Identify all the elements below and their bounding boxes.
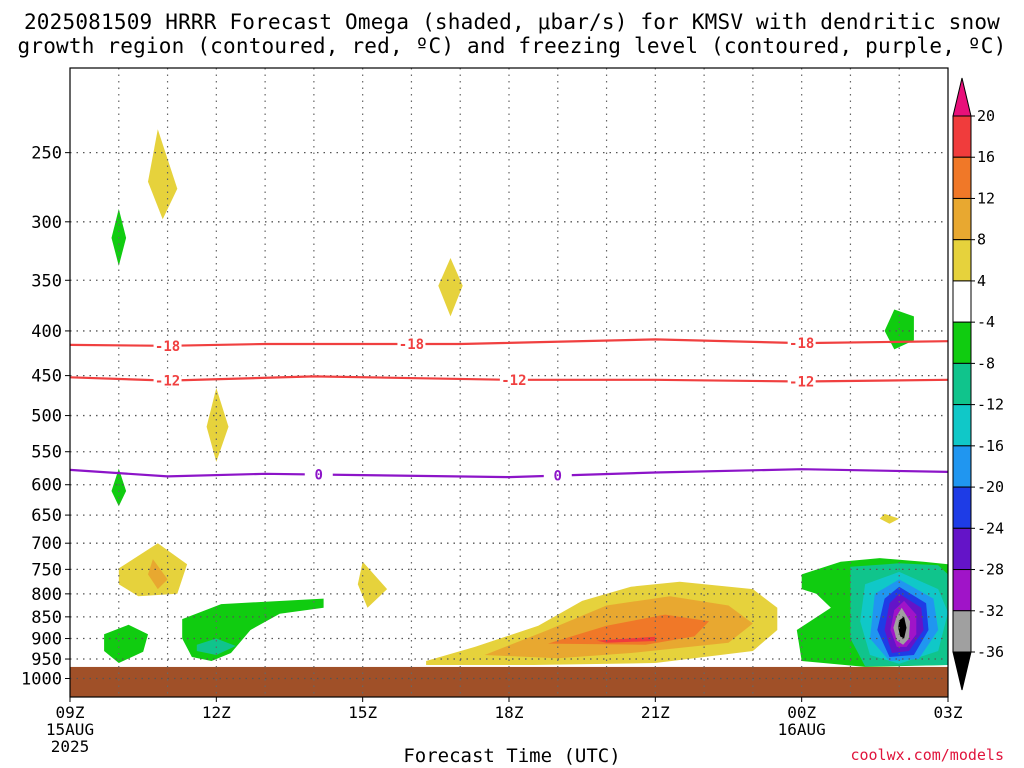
colorbar-segment xyxy=(952,280,972,323)
contour-label: -12 xyxy=(501,373,526,389)
x-tick-label: 03Z xyxy=(934,703,963,722)
omega-region xyxy=(438,258,463,317)
colorbar-label: -20 xyxy=(977,478,1004,496)
colorbar-segment xyxy=(952,610,972,653)
colorbar-label: -8 xyxy=(977,354,995,372)
omega-region xyxy=(104,624,148,663)
omega-region xyxy=(206,388,229,462)
y-tick-label: 300 xyxy=(31,213,62,233)
y-tick-label: 350 xyxy=(31,271,62,291)
x-tick-date: 16AUG xyxy=(778,720,826,739)
y-axis: 2503003504004505005506006507007508008509… xyxy=(21,144,70,689)
omega-region xyxy=(357,561,388,608)
colorbar-bottom-arrow xyxy=(952,651,972,691)
omega-region xyxy=(111,468,127,507)
surface-fill xyxy=(70,666,948,697)
colorbar-segment xyxy=(952,527,972,571)
omega-region xyxy=(148,129,178,220)
colorbar-label: -28 xyxy=(977,561,1004,579)
colorbar-label: -16 xyxy=(977,437,1004,455)
contour-label-bg xyxy=(397,335,426,351)
contour-label-bg xyxy=(499,371,528,387)
omega-shading xyxy=(104,129,948,667)
colorbar-segment xyxy=(952,197,972,241)
chart-title-line-1: 2025081509 HRRR Forecast Omega (shaded, … xyxy=(23,10,1001,34)
colorbar-label: -12 xyxy=(977,396,1004,414)
omega-region xyxy=(898,616,907,639)
colorbar-label: 4 xyxy=(977,272,986,290)
y-tick-label: 900 xyxy=(31,630,62,650)
contour-label: -12 xyxy=(155,374,180,390)
omega-colorbar: 20 16 12 8 4 -4 -8 -12 -16 -20 -24 -28 -32 -36 xyxy=(952,77,1004,691)
omega-region xyxy=(548,614,709,645)
x-tick-label: 00Z xyxy=(787,703,816,722)
x-tick-label: 18Z xyxy=(495,703,524,722)
contour-label: -18 xyxy=(155,339,180,355)
x-tick-label: 12Z xyxy=(202,703,231,722)
colorbar-segment xyxy=(952,321,972,364)
x-tick-year: 2025 xyxy=(51,737,90,756)
y-tick-label: 950 xyxy=(31,650,62,670)
grid-lines xyxy=(70,68,948,697)
contour-label-bg xyxy=(543,467,572,483)
y-tick-label: 800 xyxy=(31,585,62,605)
y-tick-label: 400 xyxy=(31,322,62,342)
x-axis-label: Forecast Time (UTC) xyxy=(403,745,621,767)
colorbar-label: 16 xyxy=(977,148,995,166)
y-tick-label: 250 xyxy=(31,144,62,164)
contour-line xyxy=(69,338,949,347)
omega-region xyxy=(148,559,168,590)
y-tick-label: 600 xyxy=(31,476,62,496)
y-tick-label: 1000 xyxy=(21,669,62,689)
chart-title-line-2: growth region (contoured, red, ºC) and f… xyxy=(17,34,1007,58)
contour-label: -18 xyxy=(399,337,424,353)
colorbar-label: 8 xyxy=(977,231,986,249)
contour-line xyxy=(69,468,949,479)
y-tick-label: 750 xyxy=(31,560,62,580)
contour-label-bg xyxy=(304,466,333,482)
x-tick-label: 21Z xyxy=(641,703,670,722)
colorbar-label: 12 xyxy=(977,189,995,207)
y-tick-label: 500 xyxy=(31,407,62,427)
y-tick-label: 650 xyxy=(31,506,62,526)
contour-label: 0 xyxy=(315,468,323,484)
temperature-contours: -18 -18 -18 -12 -12 -12 0 0 xyxy=(69,335,949,485)
contour-label-bg xyxy=(153,337,182,353)
colorbar-label: -4 xyxy=(977,313,995,331)
credit-link[interactable]: coolwx.com/models xyxy=(850,746,1004,764)
contour-label: 0 xyxy=(554,469,562,485)
x-tick-date: 15AUG xyxy=(46,720,94,739)
colorbar-label: -32 xyxy=(977,602,1004,620)
contour-label-bg xyxy=(153,372,182,388)
colorbar-label: 20 xyxy=(977,107,995,125)
y-tick-label: 700 xyxy=(31,534,62,554)
colorbar-label: -36 xyxy=(977,643,1004,661)
x-tick-label: 15Z xyxy=(348,703,377,722)
colorbar-segment xyxy=(952,115,972,158)
contour-label: -18 xyxy=(789,336,814,352)
y-tick-label: 850 xyxy=(31,608,62,628)
omega-region xyxy=(879,513,900,524)
colorbar-segment xyxy=(952,569,972,612)
colorbar-segment xyxy=(952,445,972,488)
contour-label-bg xyxy=(787,335,816,351)
colorbar-segment xyxy=(952,486,972,529)
colorbar-segment xyxy=(952,362,972,406)
colorbar-segment xyxy=(952,156,972,199)
colorbar-label: -24 xyxy=(977,519,1004,537)
colorbar-segment xyxy=(952,239,972,282)
x-tick-label: 09Z xyxy=(56,703,85,722)
chart-title: 2025081509 HRRR Forecast Omega (shaded, … xyxy=(0,10,1024,58)
y-tick-label: 550 xyxy=(31,443,62,463)
colorbar-top-arrow xyxy=(952,77,972,117)
contour-label-bg xyxy=(787,373,816,389)
y-tick-label: 450 xyxy=(31,367,62,387)
colorbar-segment xyxy=(952,404,972,447)
contour-label: -12 xyxy=(789,374,814,390)
omega-region xyxy=(596,636,656,643)
surface-layer xyxy=(70,666,948,697)
